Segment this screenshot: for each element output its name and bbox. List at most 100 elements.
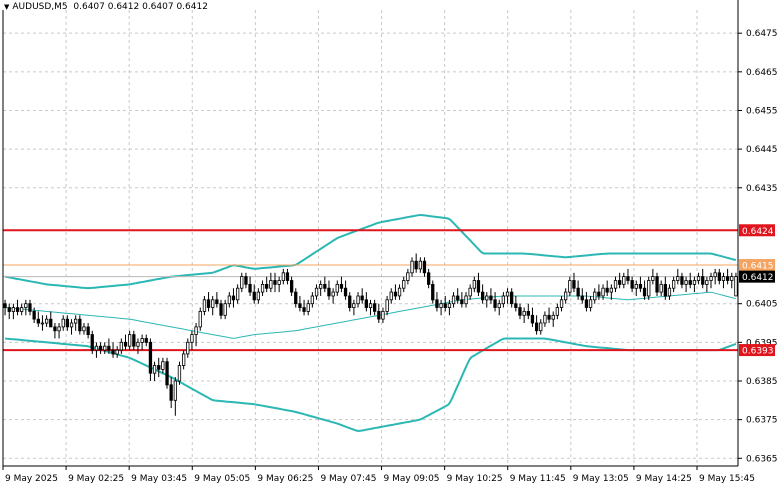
candle-down [360, 295, 364, 301]
candle-up [622, 276, 626, 285]
candle-down [248, 283, 252, 293]
candle-down [49, 318, 53, 328]
candle-up [202, 299, 207, 312]
level-price-labels: 0.6424 0.6415 0.6393 0.6412 [739, 224, 775, 357]
y-axis-ticks: 0.6475 0.6465 0.6455 0.6445 0.6435 0.6405 0.63… [738, 29, 778, 464]
symbol-header: ▼ AUDUSD,M5 0.6407 0.6412 0.6407 0.6412 [4, 2, 208, 12]
y-tick-label: 0.6475 [746, 29, 778, 39]
caret-down-icon: ▼ [4, 3, 10, 11]
candle-up [74, 318, 78, 324]
candle-down [343, 287, 348, 297]
candle-up [152, 365, 157, 374]
candle-down [618, 280, 622, 285]
candle-down [572, 280, 576, 289]
candle-up [194, 326, 198, 335]
y-tick-label: 0.6375 [746, 416, 778, 426]
candle-up [186, 341, 190, 355]
candle-up [40, 322, 45, 325]
candle-up [256, 291, 261, 301]
candle-down [28, 303, 32, 312]
candle-up [352, 303, 356, 309]
candle-up [314, 287, 319, 297]
x-tick-label: 9 May 14:25 [636, 474, 692, 484]
candle-up [692, 280, 697, 285]
candle-down [642, 287, 647, 297]
candle-up [451, 295, 456, 305]
candle-up [19, 307, 24, 312]
horizontal-levels [3, 229, 738, 352]
candle-down [53, 326, 57, 332]
candle-down [111, 349, 115, 355]
candle-up [730, 276, 734, 281]
candle-up [103, 345, 107, 351]
candle-down [289, 280, 294, 293]
candle-down [302, 307, 306, 312]
candle-up [588, 299, 593, 308]
candle-up [713, 272, 717, 278]
candle-up [198, 310, 202, 328]
candle-down [422, 260, 427, 274]
candle-down [431, 283, 435, 301]
candle-down [509, 291, 514, 305]
candle-up [647, 280, 651, 297]
candle-up [211, 299, 215, 308]
candle-up [539, 322, 543, 332]
candle-down [148, 341, 153, 374]
candle-up [385, 299, 389, 312]
x-tick-label: 9 May 11:45 [510, 474, 566, 484]
candle-up [136, 341, 140, 347]
candle-up [45, 318, 49, 324]
candle-up [522, 310, 526, 316]
price-label-box [739, 270, 775, 283]
axes [2, 0, 739, 467]
x-tick-label: 9 May 13:05 [573, 474, 629, 484]
y-tick-label: 0.6435 [746, 184, 778, 194]
candle-down [476, 280, 481, 293]
candle-up [61, 318, 65, 328]
candle-down [701, 276, 705, 285]
candle-down [264, 283, 269, 289]
candle-up [634, 283, 638, 289]
y-tick-label: 0.6445 [746, 145, 778, 155]
candle-down [298, 303, 302, 309]
candle-up [659, 283, 663, 293]
candle-down [626, 276, 630, 281]
candle-up [501, 295, 506, 305]
candle-up [402, 280, 406, 289]
candle-down [460, 299, 464, 305]
candle-down [584, 299, 589, 308]
candle-up [331, 291, 335, 297]
candle-up [397, 287, 402, 297]
candle-down [576, 287, 580, 297]
y-tick-label: 0.6405 [746, 300, 778, 310]
x-tick-label: 9 May 09:05 [384, 474, 440, 484]
x-tick-label: 9 May 03:45 [131, 474, 187, 484]
candle-up [551, 314, 555, 320]
candle-down [377, 310, 381, 320]
candle-down [169, 384, 173, 401]
candle-down [32, 310, 36, 320]
bollinger-upper [4, 213, 737, 290]
ohlc-values: 0.6407 0.6412 0.6407 0.6412 [73, 2, 208, 12]
y-tick-label: 0.6465 [746, 68, 778, 78]
candle-up [69, 322, 74, 328]
candle-down [98, 345, 103, 351]
candle-up [684, 280, 688, 285]
y-tick-label: 0.6455 [746, 106, 778, 116]
candle-up [559, 299, 564, 308]
candle-up [505, 291, 510, 297]
price-label-text: 0.6415 [742, 262, 774, 272]
candle-up [11, 307, 16, 312]
candle-up [705, 280, 709, 285]
candle-down [535, 322, 539, 332]
candle-up [389, 291, 393, 301]
candle-up [173, 380, 178, 401]
candle-down [717, 272, 721, 281]
candle-down [86, 326, 90, 335]
candle-up [127, 334, 132, 347]
symbol-name: AUDUSD,M5 [12, 2, 68, 12]
candle-up [464, 295, 468, 305]
candle-up [601, 287, 605, 297]
